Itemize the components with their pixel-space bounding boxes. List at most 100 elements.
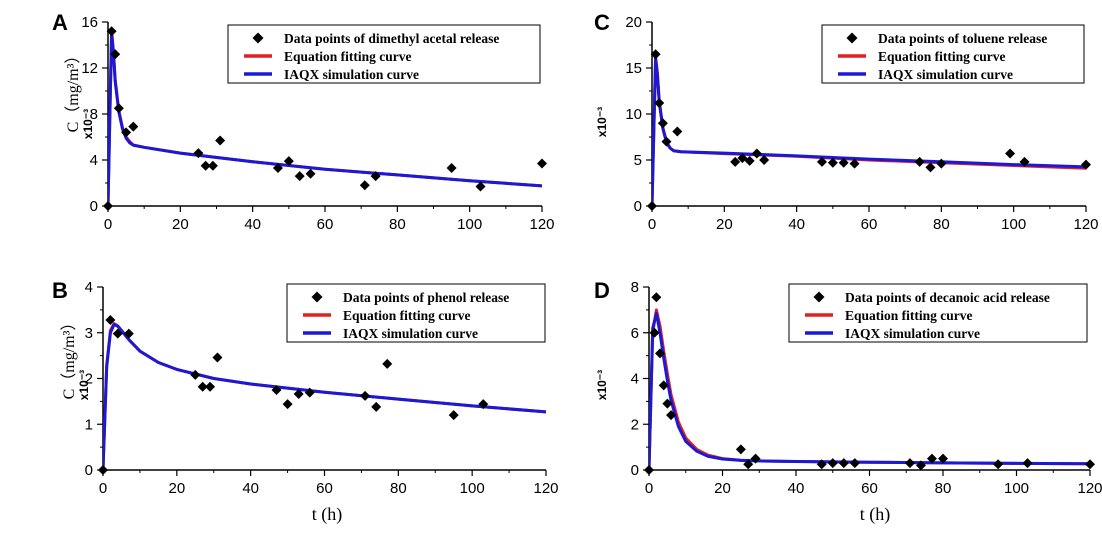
x-tick-label: 120: [1077, 480, 1102, 497]
data-point-marker: [914, 156, 925, 167]
data-point-marker: [371, 401, 382, 412]
data-point-marker: [1081, 159, 1091, 170]
y-axis-title: C（mg/m³）: [60, 315, 78, 400]
x-tick-label: 40: [244, 216, 261, 233]
legend: Data points of dimethyl acetal release Eq…: [227, 24, 541, 84]
data-point-marker: [658, 380, 669, 391]
data-point-marker: [661, 136, 672, 147]
data-point-marker: [849, 158, 860, 169]
x-axis-title: t (h): [860, 504, 891, 525]
data-point-marker: [537, 158, 547, 169]
x-tick-label: 0: [99, 480, 107, 497]
data-point-marker: [282, 399, 293, 410]
data-point-marker: [651, 292, 662, 303]
data-point-marker: [1005, 148, 1016, 159]
y-tick-label: 4: [85, 279, 93, 296]
y-tick-label: 8: [90, 106, 98, 123]
panel-label: A: [52, 10, 68, 35]
data-point-marker: [112, 328, 123, 339]
data-point-marker: [816, 459, 827, 470]
x-tick-label: 100: [1004, 480, 1029, 497]
x-tick-label: 120: [533, 480, 558, 497]
x-tick-label: 0: [104, 216, 112, 233]
data-point-marker: [113, 103, 124, 114]
iaqx-simulation-line: [649, 311, 1090, 470]
data-point-marker: [382, 358, 393, 369]
legend-marker-diamond: [846, 32, 858, 44]
y-tick-label: 6: [631, 325, 639, 342]
data-point-marker: [644, 465, 654, 475]
y-tick-label: 8: [631, 279, 639, 296]
data-point-marker: [293, 389, 304, 400]
data-point-marker: [370, 171, 381, 182]
data-point-marker: [743, 459, 754, 470]
x-tick-label: 40: [788, 480, 805, 497]
data-point-marker: [735, 444, 746, 455]
plot-area: [649, 308, 1090, 470]
data-point-marker: [657, 118, 668, 129]
legend-entry-label: Equation fitting curve: [845, 308, 973, 323]
y-tick-label: 4: [631, 371, 639, 388]
legend-entry-label: IAQX simulation curve: [343, 326, 478, 341]
x-tick-label: 20: [172, 216, 189, 233]
x-tick-label: 0: [648, 216, 656, 233]
x-tick-label: 100: [457, 216, 482, 233]
data-point-marker: [128, 121, 139, 132]
x-tick-label: 120: [529, 216, 554, 233]
data-point-marker: [360, 390, 371, 401]
data-point-marker: [215, 135, 226, 146]
data-point-marker: [98, 465, 108, 475]
legend: Data points of phenol release Equation fi…: [286, 283, 546, 343]
data-point-marker: [123, 328, 134, 339]
data-point-marker: [936, 158, 947, 169]
data-point-marker: [816, 156, 827, 167]
x-tick-label: 80: [390, 480, 407, 497]
x-tick-label: 60: [861, 216, 878, 233]
y-tick-label: 20: [625, 14, 642, 31]
data-point-marker: [103, 201, 113, 211]
data-point-marker: [475, 181, 486, 192]
equation-fit-line: [103, 322, 546, 470]
legend: Data points of toluene release Equation f…: [821, 24, 1085, 84]
data-point-marker: [904, 458, 915, 469]
y-multiplier-label: x10⁻³: [77, 370, 91, 400]
data-point-marker: [478, 399, 489, 410]
legend-entry-label: Data points of decanoic acid release: [845, 290, 1050, 305]
y-multiplier-label: x10⁻³: [81, 109, 95, 139]
data-point-marker: [750, 453, 761, 464]
legend-entry-label: IAQX simulation curve: [878, 67, 1013, 82]
x-tick-label: 60: [317, 216, 334, 233]
data-point-marker: [272, 163, 283, 174]
legend-entry-label: Equation fitting curve: [878, 49, 1006, 64]
data-point-marker: [654, 97, 665, 108]
x-tick-label: 40: [242, 480, 259, 497]
y-tick-label: 0: [90, 198, 98, 215]
data-point-marker: [1085, 459, 1095, 470]
data-point-marker: [662, 398, 673, 409]
x-tick-label: 120: [1073, 216, 1098, 233]
data-point-marker: [666, 410, 677, 421]
y-tick-label: 0: [631, 462, 639, 479]
x-tick-label: 60: [316, 480, 333, 497]
data-point-marker: [212, 352, 223, 363]
data-point-marker: [926, 453, 937, 464]
data-point-marker: [1019, 156, 1030, 167]
x-tick-label: 60: [861, 480, 878, 497]
y-multiplier-label: x10⁻³: [595, 370, 609, 400]
x-tick-label: 100: [460, 480, 485, 497]
x-tick-label: 80: [389, 216, 406, 233]
legend-entry-label: IAQX simulation curve: [284, 67, 419, 82]
data-point-marker: [649, 327, 660, 338]
y-tick-label: 1: [85, 416, 93, 433]
y-tick-label: 15: [625, 60, 642, 77]
legend-marker-diamond: [311, 291, 323, 303]
legend-marker-diamond: [252, 32, 264, 44]
data-point-marker: [304, 387, 315, 398]
data-point-marker: [190, 369, 201, 380]
legend-entry-label: Data points of phenol release: [343, 290, 509, 305]
legend-entry-label: Data points of toluene release: [878, 31, 1047, 46]
data-point-marker: [207, 160, 218, 171]
x-tick-label: 40: [788, 216, 805, 233]
y-multiplier-label: x10⁻³: [595, 107, 609, 137]
